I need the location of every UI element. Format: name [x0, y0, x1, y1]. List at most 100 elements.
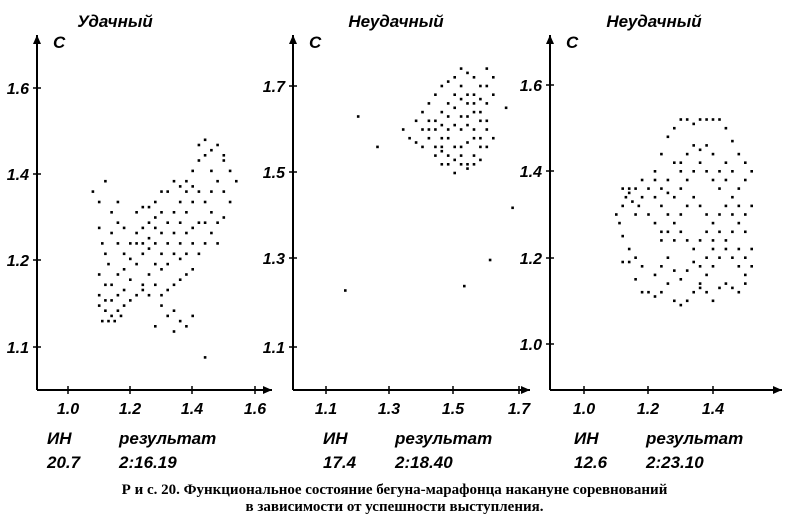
data-point: [122, 226, 126, 230]
data-point: [673, 195, 676, 199]
data-point: [634, 187, 637, 190]
data-point: [434, 119, 437, 123]
data-point: [185, 190, 188, 193]
y-tick-label: 1.7: [263, 79, 286, 96]
data-point: [222, 154, 226, 157]
data-point: [101, 242, 104, 245]
data-point: [197, 143, 201, 147]
data-point: [97, 304, 101, 307]
data-point: [446, 128, 450, 131]
data-point: [97, 273, 101, 276]
data-point: [216, 242, 219, 245]
data-point: [698, 204, 702, 208]
y-tick-label: 1.1: [7, 340, 29, 357]
data-point: [711, 247, 715, 251]
data-point: [724, 126, 728, 130]
data-point: [463, 284, 466, 288]
data-point: [640, 195, 644, 199]
data-point: [178, 319, 182, 323]
data-point: [647, 187, 650, 190]
data-point: [479, 145, 482, 149]
data-point: [718, 286, 721, 290]
data-point: [744, 230, 747, 234]
data-point: [737, 204, 741, 208]
data-point: [718, 118, 721, 121]
data-point: [750, 204, 753, 208]
data-point: [711, 178, 715, 182]
data-point: [116, 200, 120, 204]
x-tick-label: 1.3: [378, 401, 400, 418]
data-point: [116, 273, 120, 276]
footer-value-in: 12.6: [574, 453, 608, 472]
data-point: [210, 148, 213, 152]
data-point: [401, 128, 405, 131]
data-point: [685, 152, 689, 156]
data-point: [453, 76, 456, 79]
data-point: [679, 187, 683, 190]
data-point: [119, 314, 123, 318]
data-point: [459, 67, 463, 70]
data-point: [104, 283, 107, 287]
data-point: [711, 299, 715, 303]
data-point: [101, 319, 104, 323]
data-point: [197, 221, 201, 224]
data-point: [172, 309, 176, 312]
data-point: [459, 115, 463, 118]
data-point: [698, 161, 702, 164]
data-point: [440, 149, 444, 153]
data-point: [466, 93, 469, 96]
caption-line-1: Р и с. 20. Функциональное состояние бегу…: [121, 482, 668, 498]
data-point: [737, 152, 741, 156]
x-tick-label: 1.4: [181, 401, 203, 418]
data-point: [673, 221, 676, 225]
y-tick-label: 1.1: [263, 340, 285, 357]
data-point: [453, 123, 456, 127]
chart-panel-3: Неудачный С 1.0 1.2 1.4 1.0 1.2 1.4 1.6 ИН результ…: [520, 12, 782, 472]
data-point: [129, 257, 132, 261]
data-point: [685, 118, 689, 121]
data-point: [653, 195, 657, 199]
data-point: [718, 170, 721, 173]
y-axis-arrow: [289, 35, 297, 44]
data-point: [466, 71, 469, 75]
data-point: [203, 138, 207, 142]
data-point: [172, 211, 176, 214]
data-point: [724, 239, 728, 242]
data-point: [459, 84, 463, 88]
data-point: [172, 283, 176, 287]
data-point: [673, 269, 676, 272]
data-point: [666, 191, 670, 195]
chart-title: Неудачный: [348, 12, 444, 31]
data-point: [172, 179, 176, 183]
data-point: [485, 102, 489, 105]
data-point: [185, 252, 188, 256]
data-point: [160, 293, 163, 297]
footer-label-in: ИН: [323, 429, 348, 448]
data-point: [178, 242, 182, 245]
figure-panels: Удачный С 1.0 1.2 1.4 1.6 1.1 1.2 1.4 1.6 ИН резуль…: [7, 12, 782, 472]
data-point: [427, 128, 431, 131]
data-point: [427, 119, 431, 123]
data-point: [210, 211, 213, 214]
data-point: [492, 93, 495, 96]
data-point: [750, 170, 753, 173]
data-point: [479, 97, 482, 101]
data-point: [640, 178, 644, 182]
data-point: [154, 200, 157, 204]
chart-panel-1: Удачный С 1.0 1.2 1.4 1.6 1.1 1.2 1.4 1.6 ИН резуль…: [7, 12, 272, 472]
data-point: [660, 230, 663, 234]
data-point: [685, 178, 689, 182]
data-point: [653, 178, 657, 182]
data-point: [185, 179, 188, 183]
data-point: [653, 221, 657, 225]
data-point: [679, 230, 683, 234]
data-point: [485, 67, 489, 70]
footer-value-result: 2:23.10: [645, 453, 704, 472]
data-point: [166, 262, 169, 266]
x-axis-arrow: [521, 386, 530, 394]
x-tick-label: 1.7: [508, 401, 531, 418]
data-point: [472, 93, 476, 96]
y-tick-label: 1.0: [520, 337, 542, 354]
data-point: [110, 283, 113, 287]
data-point: [172, 252, 176, 256]
